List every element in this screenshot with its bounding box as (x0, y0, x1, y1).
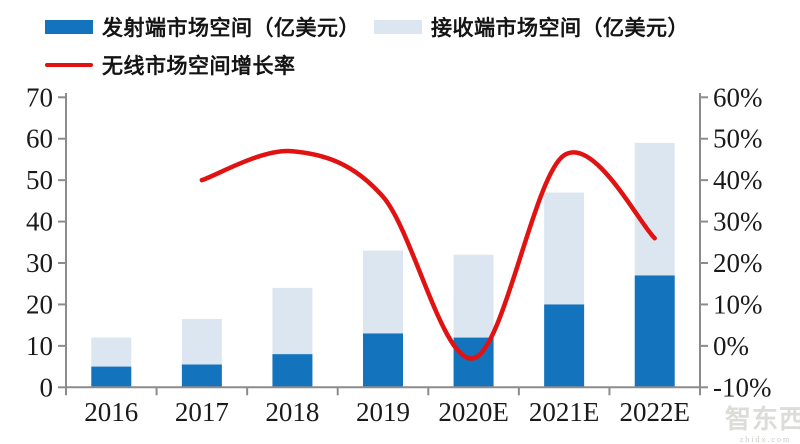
rx-bar-segment (272, 287, 313, 355)
tx-bar-segment (544, 304, 585, 388)
right-axis-tick-label: 20% (713, 248, 763, 278)
x-axis-category-label: 2020E (438, 397, 509, 427)
tx-bar-segment (363, 333, 403, 388)
left-axis-tick-label: 60 (26, 124, 53, 154)
legend-row-2: 无线市场空间增长率 (45, 50, 765, 80)
right-axis-tick-label: 50% (713, 124, 763, 154)
right-axis-tick-label: 0% (713, 331, 749, 361)
legend: 发射端市场空间（亿美元） 接收端市场空间（亿美元） 无线市场空间增长率 (45, 12, 765, 80)
right-axis-tick-label: -10% (713, 372, 771, 402)
growth-line-swatch-icon (45, 63, 93, 67)
right-axis-tick-label: 60% (713, 82, 763, 112)
left-axis-tick-label: 10 (26, 331, 53, 361)
rx-bar-segment (453, 254, 494, 338)
left-axis-tick-label: 20 (26, 289, 53, 319)
rx-bar-segment (363, 250, 403, 334)
x-axis-category-label: 2019 (356, 397, 410, 427)
rx-bar-swatch-icon (374, 20, 422, 34)
legend-item-rx-market: 接收端市场空间（亿美元） (374, 12, 689, 42)
legend-row-1: 发射端市场空间（亿美元） 接收端市场空间（亿美元） (45, 12, 765, 42)
x-axis-category-label: 2021E (529, 397, 600, 427)
x-axis-category-label: 2018 (265, 397, 319, 427)
rx-bar-segment (544, 192, 585, 305)
legend-label-growth: 无线市场空间增长率 (102, 54, 296, 78)
right-axis-tick-label: 10% (713, 289, 763, 319)
tx-bar-segment (272, 354, 313, 388)
legend-label-tx: 发射端市场空间（亿美元） (102, 16, 360, 40)
left-axis-tick-label: 70 (26, 82, 53, 112)
tx-bar-segment (634, 275, 675, 388)
tx-bar-segment (91, 366, 132, 388)
legend-label-rx: 接收端市场空间（亿美元） (431, 16, 689, 40)
left-axis-tick-label: 0 (40, 372, 54, 402)
left-axis-tick-label: 50 (26, 165, 53, 195)
tx-bar-segment (181, 364, 222, 388)
right-axis-tick-label: 40% (713, 165, 763, 195)
legend-item-tx-market: 发射端市场空间（亿美元） (45, 12, 360, 42)
rx-bar-segment (181, 318, 222, 365)
left-axis-tick-label: 40 (26, 207, 53, 237)
x-axis-category-label: 2017 (175, 397, 229, 427)
rx-bar-segment (91, 337, 132, 367)
rx-bar-segment (634, 142, 675, 276)
growth-rate-line (199, 148, 657, 361)
tx-bar-swatch-icon (45, 20, 93, 34)
legend-item-growth-rate: 无线市场空间增长率 (45, 50, 296, 80)
left-axis-tick-label: 30 (26, 248, 53, 278)
x-axis-category-label: 2016 (84, 397, 138, 427)
right-axis-tick-label: 30% (713, 207, 763, 237)
x-axis-category-label: 2022E (619, 397, 690, 427)
